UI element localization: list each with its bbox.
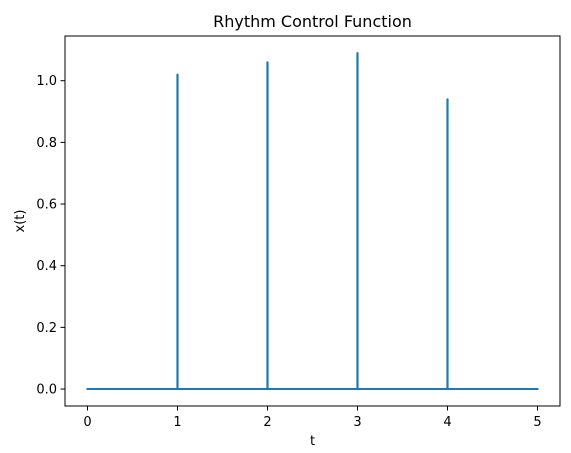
x-tick-label: 5 xyxy=(533,415,541,430)
x-tick-label: 2 xyxy=(263,415,271,430)
y-tick-label: 1.0 xyxy=(36,74,57,89)
y-axis-label: x(t) xyxy=(13,210,28,233)
x-tick-label: 3 xyxy=(353,415,361,430)
x-tick-label: 0 xyxy=(83,415,91,430)
x-tick-label: 4 xyxy=(443,415,451,430)
chart-title: Rhythm Control Function xyxy=(213,12,412,31)
y-tick-label: 0.6 xyxy=(36,198,57,213)
plot-area xyxy=(86,51,539,391)
x-tick-label: 1 xyxy=(173,415,181,430)
plot-frame xyxy=(64,35,561,407)
y-tick-label: 0.2 xyxy=(36,321,57,336)
y-tick-label: 0.0 xyxy=(36,383,57,398)
y-tick-label: 0.4 xyxy=(36,259,57,274)
y-axis: 0.0 0.2 0.4 0.6 0.8 1.0 xyxy=(36,74,65,398)
x-axis: 0 1 2 3 4 5 xyxy=(83,406,542,430)
x-axis-label: t xyxy=(310,434,315,449)
y-tick-label: 0.8 xyxy=(36,136,57,151)
